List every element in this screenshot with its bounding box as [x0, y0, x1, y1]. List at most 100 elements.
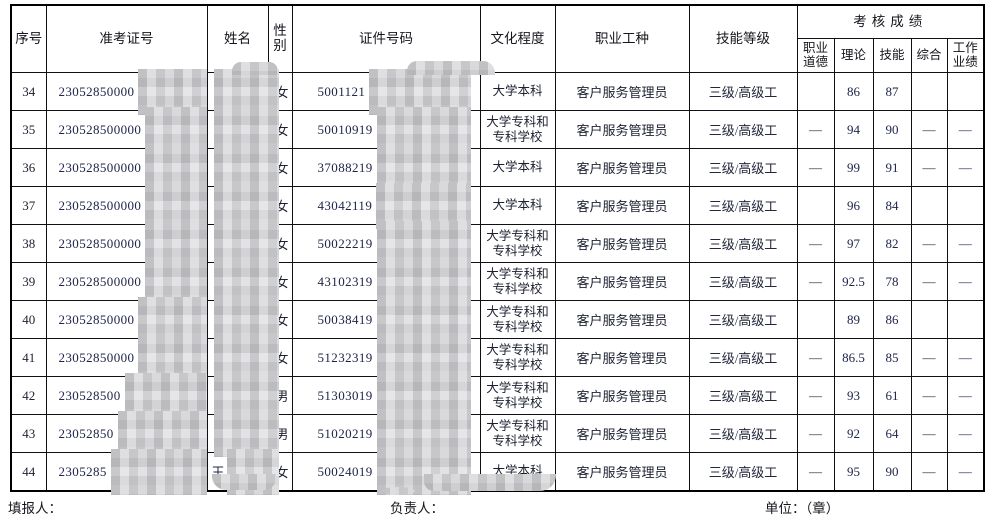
redaction-mosaic-artifact: [212, 474, 276, 490]
col-header-score-skill: 技能: [872, 38, 912, 73]
cell-id-number: 51232319: [291, 334, 481, 381]
cell-score-ethics: —: [796, 224, 835, 263]
visible-text: 23052850: [58, 425, 114, 441]
cell-education: 大学专科和专科学校: [479, 300, 556, 339]
visible-text: 5001121: [317, 83, 366, 99]
visible-text: 2305285: [58, 463, 107, 479]
col-header-score-ethics: 职业道德: [796, 38, 835, 73]
redaction-mosaic-artifact: [407, 61, 495, 75]
cell-occupation: 客户服务管理员: [554, 452, 690, 492]
visible-text: 23052850000: [58, 83, 135, 99]
table-header: 序号 准考证号 姓名 性别 证件号码 文化程度 职业工种 技能等级 考核成绩 职…: [10, 4, 985, 73]
cell-ticket-number: 23052850000: [45, 334, 208, 381]
cell-name: [206, 372, 279, 419]
col-header-score-comprehensive: 综合: [910, 38, 948, 73]
cell-ticket-number: 2305285: [45, 448, 208, 495]
cell-id-number: 43042119: [291, 182, 481, 229]
cell-no: 38: [10, 224, 47, 263]
cell-score-performance: —: [946, 452, 985, 492]
cell-ticket-number: 230528500000: [45, 144, 208, 191]
cell-name: [206, 182, 279, 229]
cell-score-comprehensive: —: [910, 224, 948, 263]
cell-score-performance: —: [946, 110, 985, 149]
cell-score-performance: —: [946, 262, 985, 301]
cell-score-theory: 93: [833, 376, 874, 415]
cell-skill-level: 三级/高级工: [688, 148, 798, 187]
redaction-mosaic-artifact: [381, 487, 415, 495]
visible-text: 230528500000: [58, 197, 142, 213]
cell-score-performance: —: [946, 224, 985, 263]
cell-score-comprehensive: [910, 186, 948, 225]
cell-name: [206, 410, 279, 457]
cell-education: 大学专科和专科学校: [479, 262, 556, 301]
cell-score-theory: 86: [833, 72, 874, 111]
visible-text: 230528500: [58, 387, 121, 403]
visible-text: 37088219: [317, 159, 373, 175]
cell-score-comprehensive: —: [910, 414, 948, 453]
cell-skill-level: 三级/高级工: [688, 300, 798, 339]
table-body: 34 23052850000 女 5001121 大学本科 客户服务管理员 三级/高级工 86…: [10, 68, 985, 495]
cell-score-skill: 64: [872, 414, 912, 453]
cell-education: 大学专科和专科学校: [479, 414, 556, 453]
table-row: 42 230528500 男 51303019 大学专科和专科学校 客户服务管理员 三级/高…: [10, 372, 985, 419]
cell-score-ethics: [796, 186, 835, 225]
redaction-mosaic-artifact: [424, 474, 556, 491]
cell-no: 37: [10, 186, 47, 225]
visible-text: 23052850000: [58, 349, 135, 365]
cell-score-ethics: —: [796, 338, 835, 377]
cell-no: 36: [10, 148, 47, 187]
cell-name: [206, 144, 279, 191]
cell-score-ethics: —: [796, 376, 835, 415]
cell-occupation: 客户服务管理员: [554, 338, 690, 377]
col-header-name: 姓名: [206, 4, 269, 73]
table-row: 38 230528500000 女 50022219 大学专科和专科学校 客户服务管理员三…: [10, 220, 985, 267]
cell-id-number: 50010919: [291, 106, 481, 153]
cell-occupation: 客户服务管理员: [554, 72, 690, 111]
cell-score-theory: 99: [833, 148, 874, 187]
cell-score-performance: [946, 72, 985, 111]
cell-id-number: 50022219: [291, 220, 481, 267]
cell-score-comprehensive: [910, 72, 948, 111]
cell-occupation: 客户服务管理员: [554, 224, 690, 263]
visible-text: 43042119: [317, 197, 373, 213]
table-row: 39 230528500000 女 43102319 大学专科和专科学校 客户服务管理员三…: [10, 258, 985, 305]
cell-score-skill: 82: [872, 224, 912, 263]
cell-education: 大学专科和专科学校: [479, 376, 556, 415]
cell-score-comprehensive: [910, 300, 948, 339]
cell-score-ethics: [796, 72, 835, 111]
col-header-skill-level: 技能等级: [688, 4, 798, 73]
cell-occupation: 客户服务管理员: [554, 414, 690, 453]
cell-score-theory: 95: [833, 452, 874, 492]
cell-ticket-number: 230528500000: [45, 106, 208, 153]
cell-no: 34: [10, 72, 47, 111]
cell-ticket-number: 230528500000: [45, 220, 208, 267]
cell-score-ethics: —: [796, 148, 835, 187]
table-row: 41 23052850000 女 51232319 大学专科和专科学校 客户服务管理员 三级…: [10, 334, 985, 381]
cell-skill-level: 三级/高级工: [688, 262, 798, 301]
cell-score-performance: [946, 300, 985, 339]
cell-score-theory: 89: [833, 300, 874, 339]
cell-skill-level: 三级/高级工: [688, 376, 798, 415]
cell-score-comprehensive: —: [910, 148, 948, 187]
cell-skill-level: 三级/高级工: [688, 72, 798, 111]
cell-no: 43: [10, 414, 47, 453]
cell-ticket-number: 23052850000: [45, 68, 208, 115]
cell-id-number: 51020219: [291, 410, 481, 457]
cell-score-ethics: —: [796, 262, 835, 301]
cell-occupation: 客户服务管理员: [554, 376, 690, 415]
cell-score-skill: 90: [872, 452, 912, 492]
cell-ticket-number: 230528500000: [45, 258, 208, 305]
cell-score-skill: 91: [872, 148, 912, 187]
cell-ticket-number: 230528500000: [45, 182, 208, 229]
table-row: 40 23052850000 女 50038419 大学专科和专科学校 客户服务管理员 三级…: [10, 296, 985, 343]
cell-score-theory: 92: [833, 414, 874, 453]
col-header-score-performance: 工作业绩: [946, 38, 985, 73]
cell-occupation: 客户服务管理员: [554, 262, 690, 301]
cell-skill-level: 三级/高级工: [688, 224, 798, 263]
score-table: 序号 准考证号 姓名 性别 证件号码 文化程度 职业工种 技能等级 考核成绩 职…: [10, 4, 986, 495]
cell-score-performance: —: [946, 376, 985, 415]
col-header-occupation: 职业工种: [554, 4, 690, 73]
cell-education: 大学本科: [479, 148, 556, 187]
cell-education: 大学专科和专科学校: [479, 224, 556, 263]
